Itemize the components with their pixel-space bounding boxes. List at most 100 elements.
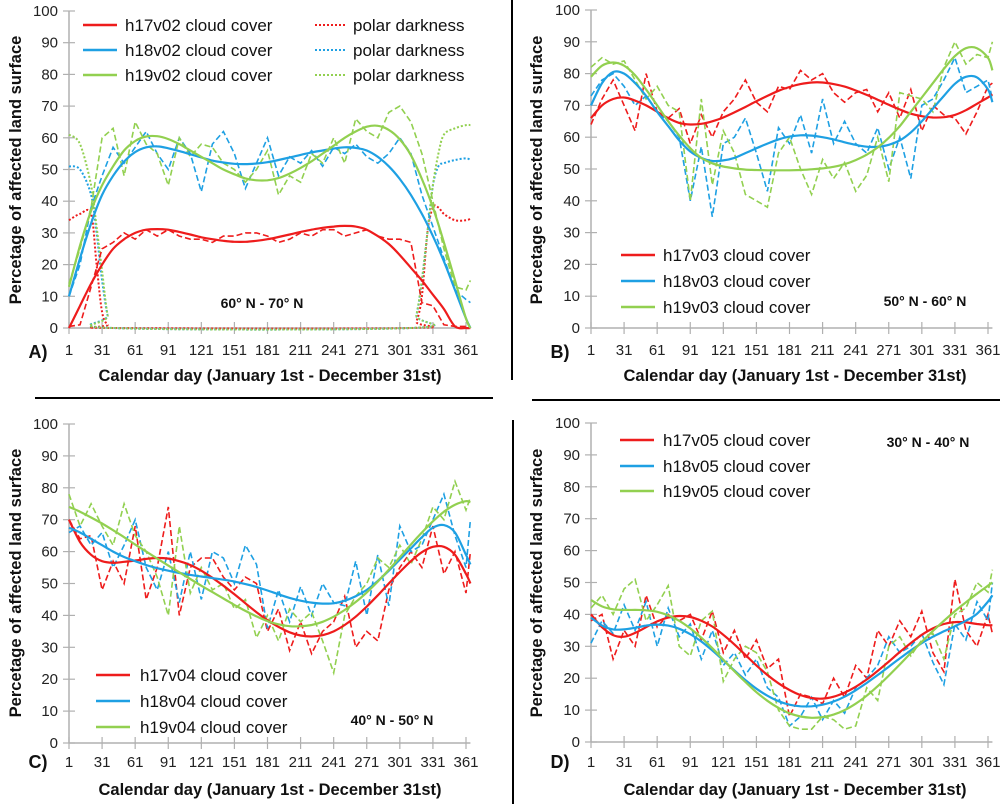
legend: h17v05 cloud cover h18v05 cloud cover h19v… bbox=[620, 431, 811, 501]
daily-line-h18 bbox=[68, 491, 472, 629]
y-tick-label: 60 bbox=[563, 543, 580, 560]
x-axis-title: Calendar day (January 1st - December 31s… bbox=[624, 367, 967, 385]
y-tick-label: 30 bbox=[41, 225, 58, 242]
y-tick-label: 80 bbox=[563, 479, 580, 496]
legend-label: h19v04 cloud cover bbox=[140, 718, 288, 737]
x-tick-label: 331 bbox=[420, 754, 445, 771]
y-tick-label: 0 bbox=[50, 320, 58, 337]
y-tick-label: 20 bbox=[563, 256, 580, 273]
x-tick-label: 301 bbox=[387, 754, 412, 771]
y-tick-label: 40 bbox=[41, 193, 58, 210]
x-tick-label: 151 bbox=[222, 754, 247, 771]
legend-label: h19v05 cloud cover bbox=[663, 482, 811, 501]
x-tick-label: 211 bbox=[289, 342, 313, 359]
fit-line-h18 bbox=[68, 523, 472, 605]
y-tick-label: 80 bbox=[563, 66, 580, 83]
daily-line-h18 bbox=[590, 55, 994, 217]
y-tick-label: 30 bbox=[563, 638, 580, 655]
legend-label: h18v02 cloud cover bbox=[125, 41, 273, 60]
y-tick-label: 90 bbox=[41, 35, 58, 52]
x-tick-label: 181 bbox=[777, 754, 802, 771]
y-tick-label: 60 bbox=[41, 130, 58, 147]
daily-line-h18 bbox=[68, 129, 471, 304]
y-tick-label: 50 bbox=[41, 576, 58, 593]
x-tick-label: 211 bbox=[811, 754, 835, 771]
legend: h17v02 cloud cover polar darkness h18v02 c… bbox=[83, 16, 465, 85]
x-tick-label: 241 bbox=[321, 342, 346, 359]
y-axis-title: Percetage of affected land surface bbox=[528, 449, 546, 718]
legend-label-polar: polar darkness bbox=[353, 66, 465, 85]
fit-line-h19 bbox=[590, 45, 994, 172]
x-tick-label: 1 bbox=[587, 342, 595, 359]
daily-line-h19 bbox=[590, 569, 994, 731]
x-tick-label: 211 bbox=[289, 754, 313, 771]
x-tick-label: 31 bbox=[616, 342, 633, 359]
legend-label: h19v02 cloud cover bbox=[125, 66, 273, 85]
y-tick-label: 20 bbox=[41, 671, 58, 688]
legend-label: h17v04 cloud cover bbox=[140, 666, 288, 685]
fit-line-h18 bbox=[590, 70, 994, 163]
x-tick-label: 361 bbox=[975, 342, 1000, 359]
y-tick-label: 30 bbox=[41, 639, 58, 656]
x-tick-label: 301 bbox=[909, 754, 934, 771]
x-tick-label: 181 bbox=[777, 342, 802, 359]
x-tick-label: 61 bbox=[127, 342, 144, 359]
y-tick-label: 50 bbox=[563, 161, 580, 178]
x-tick-label: 121 bbox=[189, 754, 214, 771]
latitude-band-label: 40° N - 50° N bbox=[351, 712, 434, 728]
y-tick-label: 90 bbox=[563, 447, 580, 464]
x-tick-label: 241 bbox=[321, 754, 346, 771]
y-tick-label: 100 bbox=[555, 415, 580, 432]
y-tick-label: 20 bbox=[41, 257, 58, 274]
x-axis-title: Calendar day (January 1st - December 31s… bbox=[99, 367, 442, 385]
x-tick-label: 61 bbox=[127, 754, 144, 771]
y-tick-label: 0 bbox=[572, 320, 580, 337]
y-tick-label: 10 bbox=[563, 702, 580, 719]
legend: h17v03 cloud cover h18v03 cloud cover h19v… bbox=[621, 246, 811, 317]
daily-line-h17 bbox=[68, 506, 472, 656]
x-tick-label: 1 bbox=[587, 754, 595, 771]
y-tick-label: 90 bbox=[563, 34, 580, 51]
x-tick-label: 271 bbox=[354, 342, 379, 359]
x-tick-label: 1 bbox=[65, 754, 73, 771]
y-axis-title: Percetage of affected land surface bbox=[7, 449, 25, 718]
y-tick-label: 60 bbox=[41, 544, 58, 561]
y-tick-label: 70 bbox=[563, 511, 580, 528]
polar-darkness-line-h19 bbox=[68, 123, 471, 331]
y-tick-label: 40 bbox=[563, 193, 580, 210]
y-tick-label: 10 bbox=[563, 288, 580, 305]
fit-line-h17 bbox=[590, 613, 993, 700]
x-tick-label: 121 bbox=[711, 342, 736, 359]
x-tick-label: 361 bbox=[975, 754, 1000, 771]
y-tick-label: 70 bbox=[41, 512, 58, 529]
y-tick-label: 0 bbox=[50, 735, 58, 752]
panel-a: 0 10 20 30 40 50 60 70 80 90 100 1 31 61 91 121 151 181 21… bbox=[7, 3, 479, 385]
panel-label: C) bbox=[29, 752, 48, 772]
x-tick-label: 241 bbox=[843, 342, 868, 359]
y-tick-label: 40 bbox=[563, 606, 580, 623]
y-tick-label: 0 bbox=[572, 734, 580, 751]
x-tick-label: 31 bbox=[616, 754, 633, 771]
panel-c: 0 10 20 30 40 50 60 70 80 90 100 1 31 61 91 121 151 181 21… bbox=[7, 416, 479, 799]
x-tick-label: 331 bbox=[942, 342, 967, 359]
y-tick-label: 90 bbox=[41, 448, 58, 465]
y-tick-label: 50 bbox=[563, 575, 580, 592]
x-tick-label: 301 bbox=[387, 342, 412, 359]
x-tick-label: 181 bbox=[255, 342, 280, 359]
x-tick-label: 271 bbox=[876, 342, 901, 359]
y-axis-title: Percetage of affected land surface bbox=[7, 36, 25, 305]
y-tick-label: 100 bbox=[33, 416, 58, 433]
x-axis-title: Calendar day (January 1st - December 31s… bbox=[624, 781, 967, 799]
x-tick-label: 361 bbox=[453, 342, 478, 359]
latitude-band-label: 30° N - 40° N bbox=[887, 434, 970, 450]
x-tick-label: 61 bbox=[649, 342, 666, 359]
y-tick-label: 70 bbox=[41, 98, 58, 115]
legend: h17v04 cloud cover h18v04 cloud cover h19v… bbox=[96, 666, 288, 737]
x-tick-label: 91 bbox=[682, 342, 699, 359]
y-axis-title: Percetage of affected land surface bbox=[528, 36, 546, 305]
x-tick-label: 331 bbox=[942, 754, 967, 771]
x-tick-label: 181 bbox=[255, 754, 280, 771]
legend-label-polar: polar darkness bbox=[353, 16, 465, 35]
x-tick-label: 91 bbox=[160, 342, 177, 359]
